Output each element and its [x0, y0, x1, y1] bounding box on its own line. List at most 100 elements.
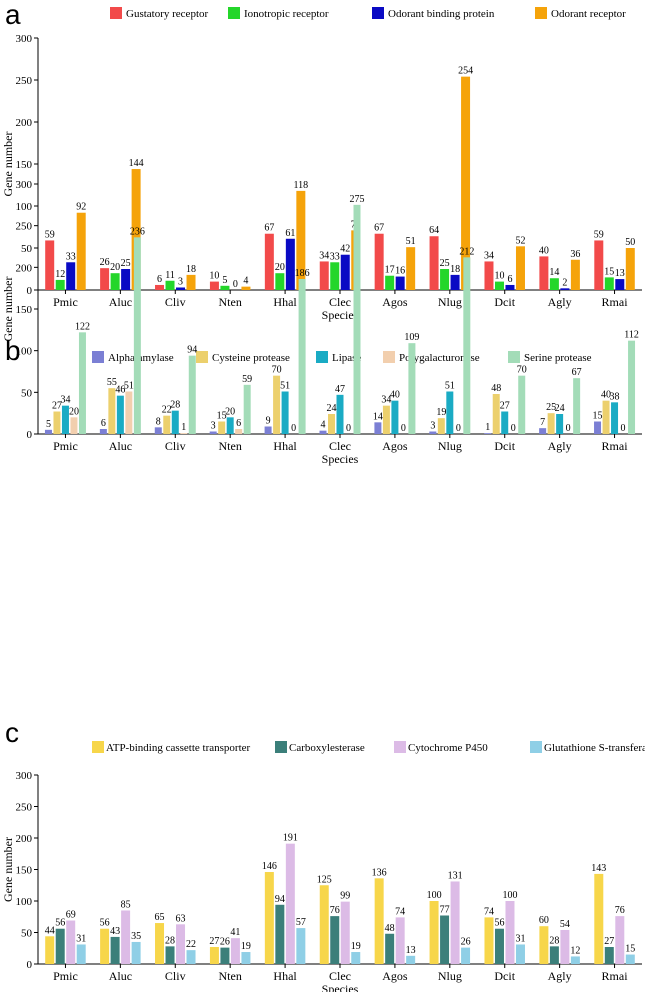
- bar: [628, 340, 636, 434]
- data-label: 9: [266, 416, 271, 427]
- data-label: 13: [406, 945, 416, 956]
- x-tick-label: Agos: [382, 439, 408, 453]
- y-tick-label: 100: [16, 346, 33, 358]
- data-label: 12: [570, 945, 580, 956]
- bar: [382, 405, 390, 434]
- bar: [55, 928, 65, 964]
- data-label: 0: [621, 423, 626, 434]
- data-label: 20: [225, 406, 235, 417]
- data-label: 3: [211, 421, 216, 432]
- data-label: 47: [335, 384, 345, 395]
- data-label: 27: [209, 936, 219, 947]
- legend-label: Glutathione S-transferase: [544, 742, 645, 754]
- data-label: 61: [285, 228, 295, 239]
- bar: [340, 254, 350, 290]
- bar: [374, 233, 384, 290]
- bar: [374, 422, 382, 434]
- x-tick-label: Rmai: [602, 295, 629, 309]
- data-label: 94: [187, 345, 197, 356]
- data-label: 92: [76, 202, 86, 213]
- data-label: 100: [427, 890, 442, 901]
- y-tick-label: 50: [21, 387, 33, 399]
- x-tick-label: Aluc: [109, 969, 132, 983]
- bar: [446, 391, 454, 434]
- data-label: 10: [209, 271, 219, 282]
- data-label: 74: [484, 906, 494, 917]
- bar: [484, 261, 494, 290]
- bar: [55, 279, 65, 290]
- data-label: 59: [45, 229, 55, 240]
- data-label: 64: [429, 225, 439, 236]
- bar: [133, 237, 141, 434]
- bar: [131, 941, 141, 964]
- bar: [450, 274, 460, 290]
- legend-swatch: [316, 351, 328, 363]
- data-label: 22: [162, 405, 172, 416]
- bar: [570, 259, 580, 290]
- data-label: 60: [539, 915, 549, 926]
- data-label: 51: [124, 381, 134, 392]
- legend-swatch: [394, 741, 406, 753]
- bar: [484, 433, 492, 434]
- data-label: 27: [500, 401, 510, 412]
- x-tick-label: Cliv: [165, 969, 186, 983]
- y-tick-label: 250: [16, 802, 33, 814]
- bar: [186, 950, 196, 964]
- data-label: 85: [121, 899, 131, 910]
- y-tick-label: 50: [21, 928, 33, 940]
- data-label: 25: [440, 258, 450, 269]
- data-label: 51: [406, 236, 416, 247]
- data-label: 35: [131, 931, 141, 942]
- y-tick-label: 150: [16, 304, 33, 316]
- bar: [218, 421, 226, 434]
- data-label: 34: [484, 250, 494, 261]
- data-label: 70: [517, 365, 527, 376]
- bar: [429, 236, 439, 290]
- data-label: 15: [625, 944, 635, 955]
- bar: [78, 332, 86, 434]
- bar: [518, 375, 526, 434]
- panel-label: c: [5, 717, 19, 748]
- bar: [243, 384, 251, 434]
- bar: [110, 936, 120, 964]
- legend-label: Alpha amylase: [108, 352, 174, 364]
- bar: [463, 257, 471, 434]
- data-label: 100: [502, 890, 517, 901]
- x-tick-label: Hhal: [273, 295, 297, 309]
- bar: [121, 269, 131, 290]
- data-label: 0: [401, 423, 406, 434]
- x-tick-label: Pmic: [53, 969, 78, 983]
- data-label: 34: [319, 250, 329, 261]
- data-label: 1: [181, 422, 186, 433]
- bar: [281, 391, 289, 434]
- data-label: 52: [515, 235, 525, 246]
- chart-panel-b: b Alpha amylase Cysteine protease Lipase Pol…: [1, 179, 642, 466]
- data-label: 51: [445, 381, 455, 392]
- data-label: 40: [601, 390, 611, 401]
- data-label: 3: [178, 276, 183, 287]
- data-label: 6: [157, 274, 162, 285]
- bar: [108, 388, 116, 434]
- bar: [594, 421, 602, 434]
- bar: [604, 946, 614, 964]
- data-label: 57: [296, 917, 306, 928]
- data-label: 54: [560, 919, 570, 930]
- bar: [615, 916, 625, 964]
- bar: [611, 402, 619, 434]
- bar: [429, 431, 437, 434]
- data-label: 59: [242, 374, 252, 385]
- y-tick-label: 300: [16, 770, 33, 782]
- bar: [492, 394, 500, 434]
- bar: [165, 946, 175, 964]
- x-tick-label: Nten: [219, 439, 242, 453]
- y-tick-label: 200: [16, 833, 33, 845]
- bar: [209, 281, 219, 290]
- y-tick-label: 200: [16, 262, 33, 274]
- x-tick-label: Nlug: [438, 439, 462, 453]
- y-axis-title: Gene number: [1, 277, 15, 342]
- bar: [505, 284, 515, 290]
- y-tick-label: 300: [16, 179, 33, 191]
- data-label: 55: [107, 377, 117, 388]
- bar: [573, 378, 581, 434]
- bar: [45, 936, 55, 964]
